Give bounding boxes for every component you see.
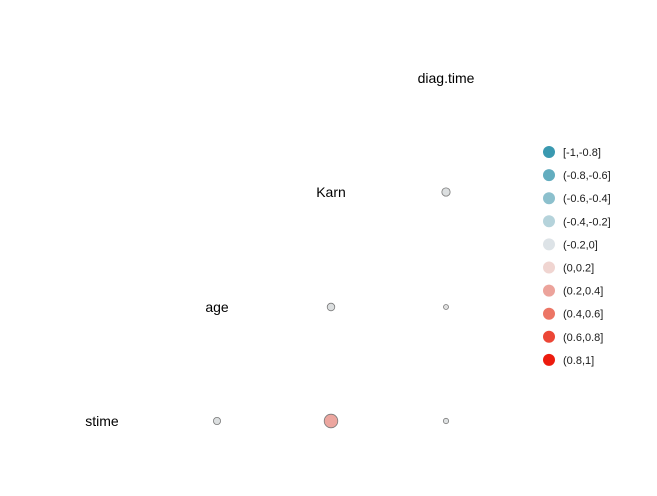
legend-label: (-0.8,-0.6] bbox=[563, 170, 611, 182]
cell-stime-diag-time bbox=[442, 417, 450, 425]
legend-item: (0.6,0.8] bbox=[543, 330, 603, 344]
legend-item: [-1,-0.8] bbox=[543, 146, 601, 159]
legend-key bbox=[543, 261, 555, 274]
legend-key bbox=[543, 215, 555, 228]
legend-label: (-0.4,-0.2] bbox=[563, 216, 611, 228]
legend-item: (0,0.2] bbox=[543, 261, 594, 275]
legend-label: [-1,-0.8] bbox=[563, 147, 601, 159]
legend-key bbox=[543, 169, 555, 182]
legend-label: (0.8,1] bbox=[563, 355, 594, 367]
legend-key bbox=[543, 146, 555, 158]
variable-labels: stime age Karn diag.time bbox=[85, 70, 474, 429]
legend-label: (-0.2,0] bbox=[563, 239, 598, 251]
legend-item: (0.2,0.4] bbox=[543, 284, 603, 298]
cell-karn-diag-time bbox=[441, 187, 451, 197]
legend: [-1,-0.8] (-0.8,-0.6] (-0.6,-0.4] (-0.4,-0.… bbox=[543, 146, 611, 367]
legend-label: (0,0.2] bbox=[563, 263, 594, 275]
correlation-cells bbox=[212, 187, 451, 429]
cell-stime-karn bbox=[323, 413, 339, 429]
legend-item: (-0.2,0] bbox=[543, 238, 598, 251]
legend-key bbox=[543, 284, 555, 297]
variable-label-karn: Karn bbox=[316, 184, 346, 200]
legend-label: (0.4,0.6] bbox=[563, 309, 603, 321]
legend-label: (-0.6,-0.4] bbox=[563, 193, 611, 205]
legend-key bbox=[543, 330, 555, 343]
variable-label-diag-time: diag.time bbox=[418, 70, 475, 86]
legend-item: (-0.8,-0.6] bbox=[543, 169, 611, 182]
legend-key bbox=[543, 307, 555, 320]
legend-key bbox=[543, 238, 555, 251]
legend-item: (-0.4,-0.2] bbox=[543, 215, 611, 228]
variable-label-stime: stime bbox=[85, 413, 119, 429]
legend-key bbox=[543, 192, 555, 205]
legend-label: (0.2,0.4] bbox=[563, 286, 603, 298]
cell-age-karn bbox=[326, 302, 336, 312]
cell-age-diag-time bbox=[443, 304, 449, 310]
variable-label-age: age bbox=[205, 299, 229, 315]
legend-item: (0.8,1] bbox=[543, 353, 594, 367]
legend-label: (0.6,0.8] bbox=[563, 332, 603, 344]
legend-item: (0.4,0.6] bbox=[543, 307, 603, 321]
legend-item: (-0.6,-0.4] bbox=[543, 192, 611, 205]
legend-key bbox=[543, 353, 555, 366]
cell-stime-age bbox=[212, 416, 221, 425]
